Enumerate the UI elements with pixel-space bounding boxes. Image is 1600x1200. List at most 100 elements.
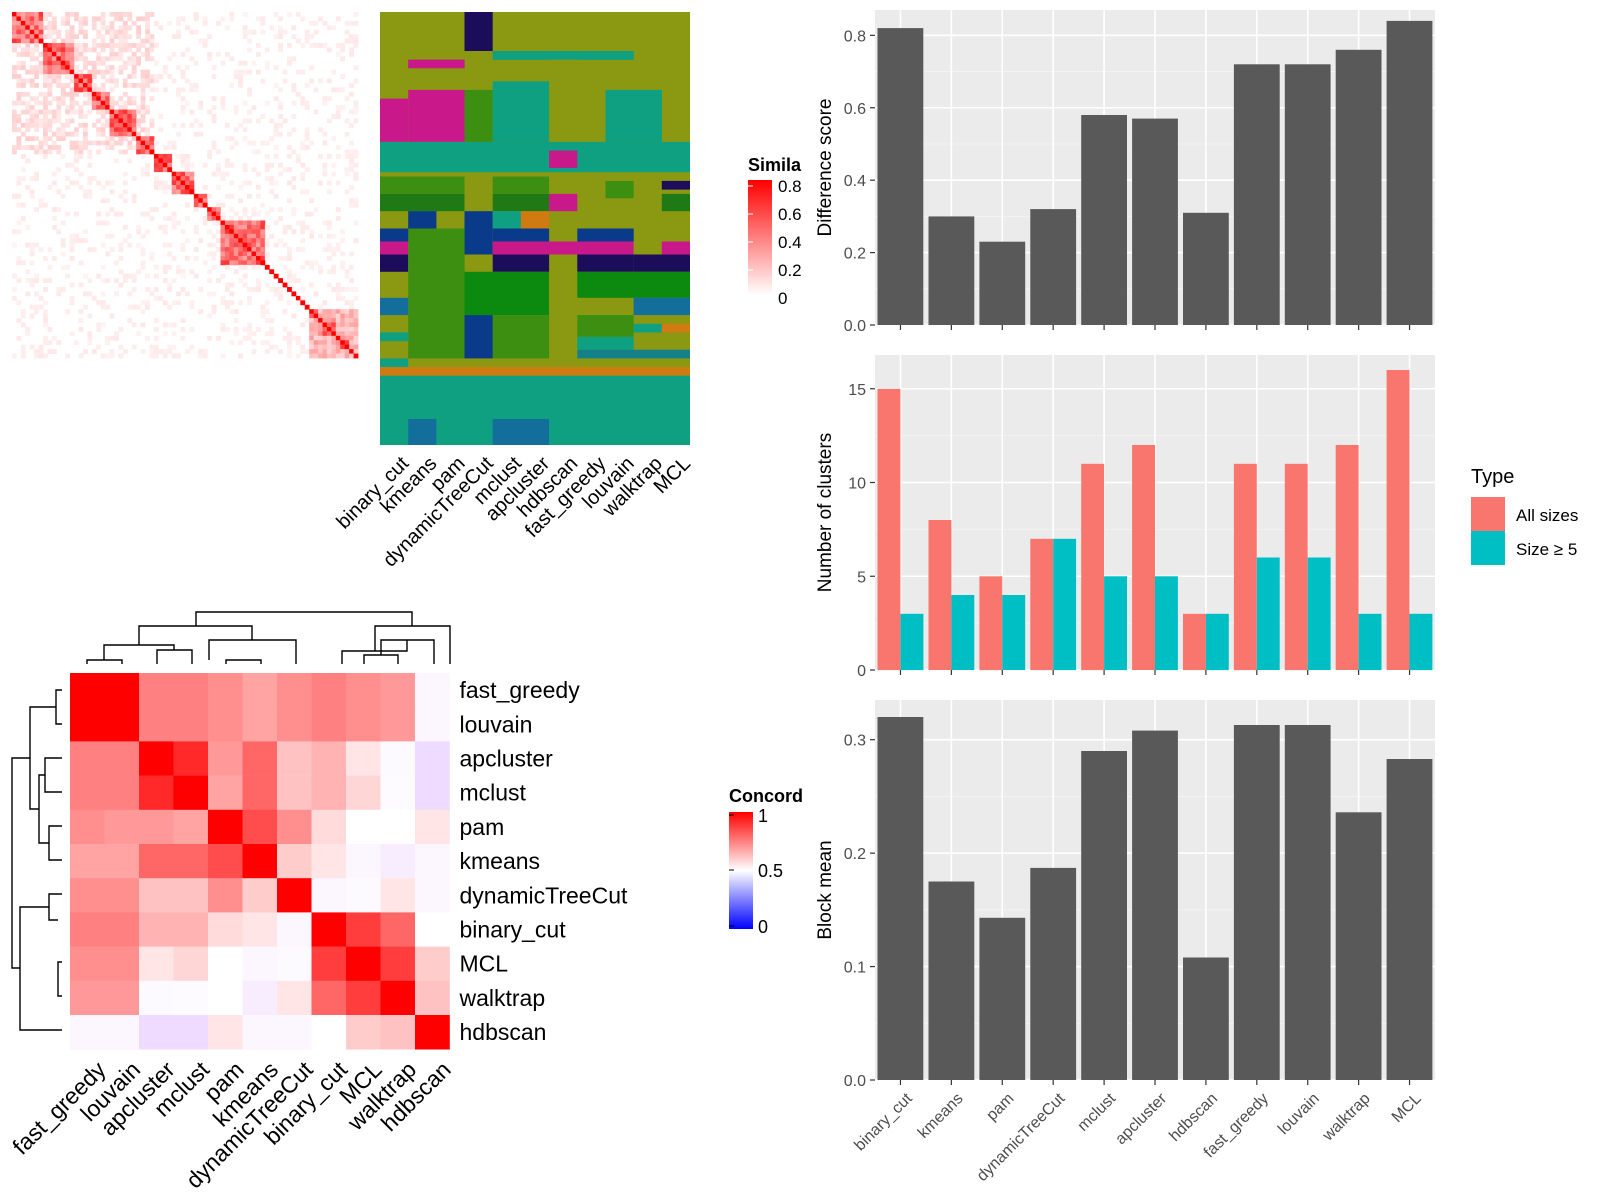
similarity-cell [56,149,62,155]
similarity-cell [260,140,266,146]
similarity-cell [140,136,146,142]
similarity-cell [349,158,354,164]
similarity-cell [171,278,177,283]
similarity-cell [87,335,93,341]
similarity-cell [260,20,266,26]
similarity-cell [291,82,297,88]
similarity-cell [180,180,186,186]
similarity-cell [344,313,350,319]
similarity-cell [309,353,315,359]
similarity-cell [326,118,332,124]
similarity-cell [100,264,106,270]
similarity-cell [82,43,88,48]
similarity-cell [34,149,40,155]
bar [1030,209,1077,325]
similarity-cell [69,131,75,137]
similarity-cell [100,353,106,359]
similarity-cell [136,269,142,275]
similarity-cell [264,60,270,66]
similarity-cell [65,353,71,359]
concordance-row-label: binary_cut [460,917,567,943]
similarity-cell [136,16,142,22]
similarity-cell [211,74,217,79]
similarity-cell [309,318,315,323]
similarity-cell [207,242,213,248]
similarity-cell [122,109,128,115]
bar-size-ge5 [1104,576,1127,671]
similarity-cell [171,145,177,150]
similarity-cell [344,273,350,279]
similarity-cell [322,331,328,337]
concordance-cell [104,912,140,947]
y-tick-label: 0.2 [844,246,866,263]
similarity-cell [260,78,266,84]
similarity-cell [278,25,283,31]
similarity-cell [122,25,128,31]
similarity-cell [238,264,244,270]
similarity-cell [29,122,35,128]
similarity-cell [309,322,315,328]
similarity-cell [82,136,88,142]
membership-block [549,193,578,212]
similarity-cell [167,251,173,257]
concordance-cell [380,844,416,879]
similarity-cell [149,43,155,48]
similarity-cell [56,109,62,115]
similarity-cell [278,114,283,119]
similarity-cell [251,287,257,292]
similarity-cell [247,29,252,35]
similarity-cell [60,65,66,71]
similarity-legend-tick-label: 0.6 [778,205,802,224]
similarity-cell [34,29,40,35]
similarity-cell [220,238,226,244]
similarity-cell [65,273,71,279]
similarity-cell [326,353,332,359]
similarity-cell [16,114,22,119]
similarity-cell [122,180,128,186]
similarity-cell [127,114,133,119]
similarity-cell [131,278,137,283]
similarity-cell [185,255,190,261]
similarity-cell [153,167,159,173]
similarity-cell [326,153,332,159]
bar [1233,725,1280,1080]
similarity-cell [260,16,266,22]
similarity-cell [189,176,195,181]
similarity-cell [96,100,102,106]
similarity-cell [65,12,71,17]
similarity-cell [47,349,53,354]
similarity-cell [291,211,297,217]
similarity-cell [16,193,22,199]
similarity-cell [318,340,323,346]
similarity-cell [185,176,190,181]
similarity-cell [145,109,150,115]
similarity-cell [300,295,306,301]
legend-key-size-ge5 [1471,531,1505,565]
similarity-cell [16,176,22,181]
similarity-cell [153,326,159,332]
similarity-cell [176,91,181,97]
similarity-cell [12,114,17,119]
similarity-cell [51,109,57,115]
similarity-cell [318,153,323,159]
similarity-cell [322,247,328,252]
similarity-cell [87,153,93,159]
similarity-cell [220,233,226,239]
dendrogram-branch [138,625,253,645]
similarity-cell [349,149,354,155]
similarity-cell [96,60,102,66]
similarity-cell [51,335,57,341]
similarity-cell [335,43,341,48]
similarity-cell [353,313,359,319]
similarity-cell [322,326,328,332]
y-tick-label: 0.0 [844,1073,866,1090]
similarity-cell [114,16,119,22]
similarity-cell [260,304,266,310]
similarity-cell [56,291,62,297]
similarity-cell [82,47,88,53]
similarity-cell [331,353,337,359]
similarity-cell [51,96,57,102]
similarity-cell [322,96,328,102]
similarity-cell [229,136,235,142]
similarity-cell [136,140,142,146]
